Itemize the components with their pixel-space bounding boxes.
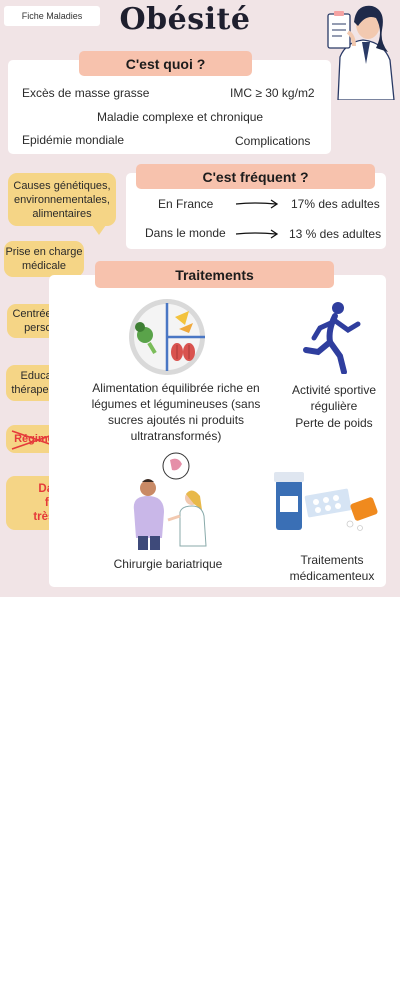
treatment-surgery: Chirurgie bariatrique bbox=[113, 557, 223, 571]
category-tag: Fiche Maladies bbox=[4, 6, 100, 26]
frequency-value-france: 17% des adultes bbox=[291, 197, 380, 211]
poster: Fiche Maladies Obésité C'est quoi ? Excè… bbox=[0, 0, 400, 597]
pills-icon bbox=[274, 472, 378, 531]
treatment-drugs: Traitements médicamenteux bbox=[289, 553, 375, 583]
what-complications: Complications bbox=[235, 134, 311, 148]
what-heading: C'est quoi ? bbox=[79, 51, 252, 76]
frequency-value-world: 13 % des adultes bbox=[289, 227, 382, 241]
what-chronic: Maladie complexe et chronique bbox=[97, 110, 264, 124]
treatment-weight-loss: Perte de poids bbox=[295, 416, 373, 430]
doctor-patient-illustration bbox=[133, 452, 207, 550]
arrow-right-icon bbox=[235, 229, 279, 239]
plate-icon bbox=[129, 299, 205, 375]
runner-icon bbox=[303, 302, 361, 374]
bubble-prise-en-charge: Prise en charge médicale bbox=[4, 241, 84, 286]
treatment-sport: Activité sportive régulière bbox=[291, 383, 377, 413]
treatment-diet: Alimentation équilibrée riche en légumes… bbox=[91, 381, 261, 443]
what-excess: Excès de masse grasse bbox=[22, 86, 150, 100]
treatments-heading: Traitements bbox=[95, 261, 334, 288]
frequency-place-world: Dans le monde bbox=[145, 226, 226, 240]
arrow-right-icon bbox=[235, 199, 279, 209]
frequency-place-france: En France bbox=[158, 197, 214, 211]
page-title: Obésité bbox=[119, 2, 251, 37]
bubble-causes: Causes génétiques, environnementales, al… bbox=[8, 173, 116, 235]
what-imc: IMC ≥ 30 kg/m2 bbox=[230, 86, 315, 100]
what-epidemic: Epidémie mondiale bbox=[22, 133, 125, 147]
frequency-heading: C'est fréquent ? bbox=[136, 164, 375, 189]
doctor-clipboard-illustration bbox=[327, 5, 395, 100]
